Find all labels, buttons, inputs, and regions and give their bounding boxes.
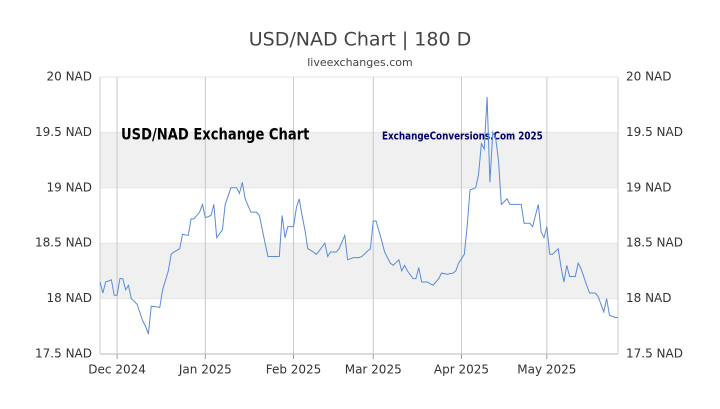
- x-tick-label: Apr 2025: [434, 363, 489, 377]
- chart-subtitle: liveexchanges.com: [307, 56, 412, 69]
- annotation: USD/NAD Exchange Chart: [121, 125, 309, 144]
- chart-title: USD/NAD Chart | 180 D: [249, 29, 472, 51]
- data-line: [99, 96, 618, 335]
- y2-tick-label: 17.5 NAD: [626, 347, 683, 361]
- x-tick-label: Jan 2025: [178, 363, 232, 377]
- y2-tick-label: 20 NAD: [626, 70, 672, 84]
- y2-tick-label: 18 NAD: [626, 291, 672, 305]
- x-tick-label: Dec 2024: [88, 363, 146, 377]
- y-tick-label: 17.5 NAD: [35, 347, 92, 361]
- y2-tick-label: 19.5 NAD: [626, 125, 683, 139]
- x-tick-label: May 2025: [517, 363, 576, 377]
- grid-band: [100, 132, 618, 188]
- y-tick-label: 19.5 NAD: [35, 125, 92, 139]
- y2-tick-label: 18.5 NAD: [626, 236, 683, 250]
- y-tick-label: 19 NAD: [46, 180, 92, 194]
- grid-band: [100, 243, 618, 299]
- x-tick-label: Mar 2025: [345, 363, 402, 377]
- y-tick-label: 18.5 NAD: [35, 236, 92, 250]
- y2-tick-label: 19 NAD: [626, 180, 672, 194]
- annotation: ExchangeConversions.Com 2025: [382, 130, 543, 142]
- y-tick-label: 18 NAD: [46, 291, 92, 305]
- y-tick-label: 20 NAD: [46, 70, 92, 84]
- x-tick-label: Feb 2025: [266, 363, 322, 377]
